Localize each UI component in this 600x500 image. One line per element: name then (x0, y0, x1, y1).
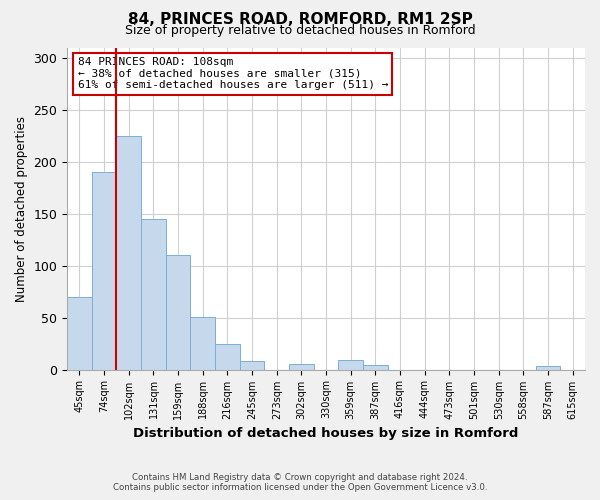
X-axis label: Distribution of detached houses by size in Romford: Distribution of detached houses by size … (133, 427, 519, 440)
Bar (141, 219, 166, 370)
Bar (289, 364, 314, 370)
Bar (240, 362, 265, 370)
Bar (190, 316, 215, 370)
Bar (166, 256, 190, 370)
Text: 84, PRINCES ROAD, ROMFORD, RM1 2SP: 84, PRINCES ROAD, ROMFORD, RM1 2SP (128, 12, 472, 26)
Bar (536, 366, 560, 370)
Y-axis label: Number of detached properties: Number of detached properties (15, 116, 28, 302)
Text: Contains HM Land Registry data © Crown copyright and database right 2024.
Contai: Contains HM Land Registry data © Crown c… (113, 473, 487, 492)
Bar (215, 344, 240, 369)
Bar (67, 297, 92, 370)
Bar (363, 366, 388, 370)
Bar (92, 172, 116, 370)
Bar (338, 360, 363, 370)
Bar (116, 136, 141, 370)
Text: 84 PRINCES ROAD: 108sqm
← 38% of detached houses are smaller (315)
61% of semi-d: 84 PRINCES ROAD: 108sqm ← 38% of detache… (77, 57, 388, 90)
Text: Size of property relative to detached houses in Romford: Size of property relative to detached ho… (125, 24, 475, 37)
